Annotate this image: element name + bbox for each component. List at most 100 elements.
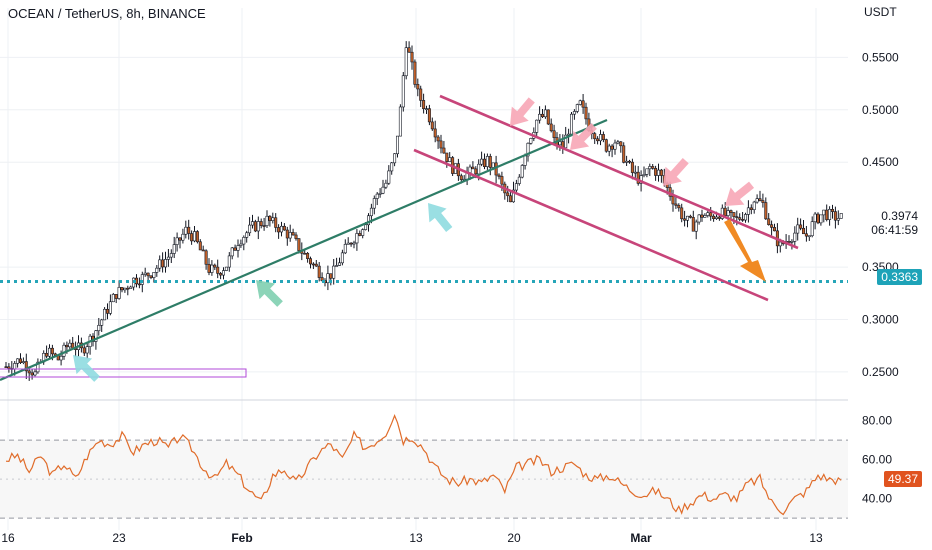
time-axis[interactable]: 16 23 Feb 13 20 Mar 13 xyxy=(1,531,823,545)
candle-body xyxy=(166,256,170,260)
candle xyxy=(335,257,339,267)
candle xyxy=(97,317,101,336)
candle-body xyxy=(743,214,747,221)
candle-body xyxy=(126,287,130,290)
candle xyxy=(572,109,576,120)
candle-body xyxy=(358,233,362,236)
candle xyxy=(407,41,411,53)
candle xyxy=(738,213,742,222)
candle-body xyxy=(677,205,681,209)
candle-body xyxy=(830,209,834,212)
candle xyxy=(126,285,130,296)
candle xyxy=(480,151,484,167)
candle-body xyxy=(27,370,31,374)
candle-body xyxy=(285,229,289,239)
candle xyxy=(801,219,805,235)
candle xyxy=(543,105,547,119)
candle xyxy=(581,93,585,114)
rsi-tick-label: 80.00 xyxy=(862,414,892,428)
candle xyxy=(381,179,385,195)
candle-body xyxy=(265,215,269,226)
candle xyxy=(106,303,110,320)
candle xyxy=(619,141,623,153)
candle-body xyxy=(349,242,353,245)
candle xyxy=(610,144,614,158)
candle-body xyxy=(207,263,211,273)
candle-body xyxy=(335,265,339,267)
candle-body xyxy=(433,128,437,138)
candle-body xyxy=(140,274,144,285)
candle-body xyxy=(190,233,194,242)
candle-body xyxy=(311,263,315,266)
candle-body xyxy=(100,319,104,326)
candle-body xyxy=(4,366,8,368)
candle-body xyxy=(161,259,165,268)
candle xyxy=(514,179,518,194)
candle-body xyxy=(219,273,223,276)
candle xyxy=(436,134,440,149)
candle-body xyxy=(222,270,226,276)
candle-body xyxy=(7,366,11,369)
candle-body xyxy=(828,209,832,220)
candle-body xyxy=(268,215,272,221)
candle xyxy=(813,212,817,230)
candle xyxy=(161,252,165,273)
candle xyxy=(839,213,843,219)
candle-body xyxy=(445,152,449,162)
candle-body xyxy=(201,249,205,252)
candle xyxy=(598,129,602,146)
candle xyxy=(311,262,315,270)
candle-body xyxy=(578,100,582,105)
candle-body xyxy=(378,192,382,195)
candle-body xyxy=(256,221,260,232)
candle-body xyxy=(395,135,399,155)
candle-body xyxy=(770,224,774,228)
candle xyxy=(82,345,86,357)
candle xyxy=(259,218,263,229)
candle-body xyxy=(485,156,489,167)
candle-body xyxy=(262,225,266,227)
candle-body xyxy=(564,134,568,149)
candle xyxy=(439,134,443,154)
candle-body xyxy=(314,263,318,267)
candle xyxy=(390,161,394,175)
price-tick-label: 0.5000 xyxy=(862,103,899,117)
candle-body xyxy=(117,287,121,299)
candle-body xyxy=(616,141,620,144)
candle-body xyxy=(65,344,69,348)
candle xyxy=(169,249,173,264)
rsi-line xyxy=(5,413,842,516)
candle-body xyxy=(213,264,217,268)
candle xyxy=(717,215,721,221)
candle-body xyxy=(610,145,614,150)
candle xyxy=(21,357,25,365)
candle xyxy=(471,161,475,170)
candle xyxy=(546,109,550,126)
pink-arrow-icon xyxy=(570,123,597,150)
time-tick-label: Feb xyxy=(231,531,252,545)
chart-title: OCEAN / TetherUS, 8h, BINANCE xyxy=(8,6,206,21)
candle-body xyxy=(804,233,808,237)
candle-body xyxy=(288,232,292,239)
drawings[interactable] xyxy=(0,94,848,382)
candle xyxy=(799,218,803,231)
candle-body xyxy=(604,139,608,152)
candle-body xyxy=(836,218,840,221)
candle xyxy=(245,230,249,243)
candle-body xyxy=(181,233,185,241)
candle-body xyxy=(471,166,475,170)
candle-body xyxy=(645,168,649,175)
candle xyxy=(332,258,336,285)
candle xyxy=(549,118,553,133)
teal-arrow-icon xyxy=(428,203,453,233)
candle-body xyxy=(622,145,626,163)
candle xyxy=(404,41,408,80)
candle xyxy=(4,361,8,368)
candle-body xyxy=(685,215,689,221)
candle xyxy=(361,228,365,239)
candle xyxy=(764,197,768,220)
candle-body xyxy=(613,142,617,150)
candle xyxy=(416,78,420,97)
